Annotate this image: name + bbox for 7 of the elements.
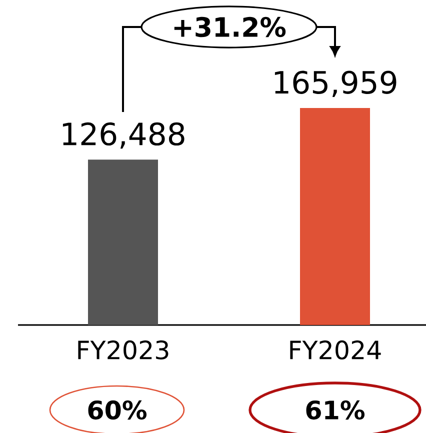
data-label: 165,959 bbox=[274, 70, 396, 98]
data-label: 126,488 bbox=[62, 122, 184, 149]
text: 60% bbox=[88, 400, 147, 420]
text: 61% bbox=[306, 400, 365, 420]
text: +31.2% bbox=[174, 16, 286, 38]
x-tick-label: FY2023 bbox=[78, 340, 168, 360]
x-tick-label: FY2024 bbox=[290, 340, 381, 360]
